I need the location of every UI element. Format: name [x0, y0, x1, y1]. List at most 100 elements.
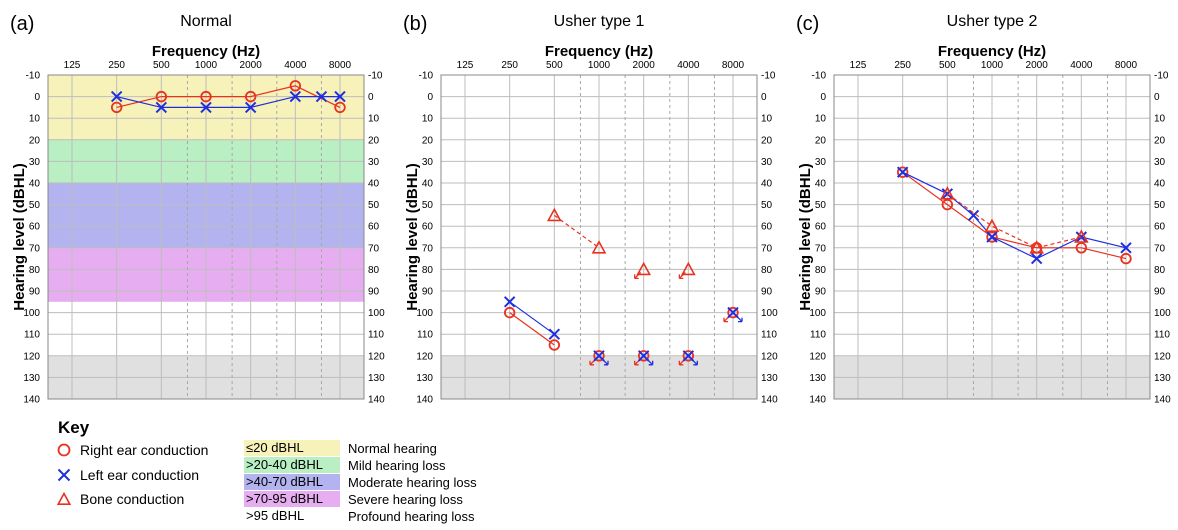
no-response-arrow [601, 358, 609, 366]
y-tick-label-left: 90 [29, 287, 41, 298]
y-tick-label-left: 10 [422, 114, 434, 125]
y-tick-label-left: 50 [422, 200, 434, 211]
y-tick-label-right: 70 [368, 243, 380, 254]
severity-range: >70-95 dBHL [244, 491, 340, 507]
y-tick-label-right: 40 [1154, 179, 1166, 190]
x-tick-label: 2000 [633, 60, 656, 71]
series-line [509, 301, 555, 335]
right-ear-marker [941, 198, 954, 211]
y-tick-label-left: 0 [820, 92, 826, 103]
severity-desc: Moderate hearing loss [348, 474, 477, 490]
severity-desc: Normal hearing [348, 440, 437, 456]
y-tick-label-right: 140 [368, 395, 385, 406]
y-tick-label-left: 10 [29, 114, 41, 125]
y-tick-label-left: 120 [416, 351, 433, 362]
severity-mild: >20-40 dBHL Mild hearing loss [244, 457, 446, 473]
y-tick-label-right: 110 [368, 330, 384, 341]
left-ear-marker [1030, 252, 1043, 265]
no-response-arrow [634, 271, 642, 280]
right-ear-marker [289, 80, 302, 92]
x-axis-label: Frequency (Hz) [938, 43, 1046, 60]
left-ear-marker [155, 101, 168, 114]
x-tick-label: 1000 [981, 60, 1004, 71]
key-right-ear: Right ear conduction [56, 442, 208, 458]
key-left-ear-label: Left ear conduction [80, 467, 200, 483]
series-line [902, 171, 1127, 260]
y-tick-label-right: 0 [368, 92, 374, 103]
y-tick-label-right: 120 [368, 351, 385, 362]
left-ear-marker [896, 166, 909, 178]
y-tick-label-right: 130 [368, 373, 385, 384]
y-tick-label-left: 130 [809, 373, 826, 384]
y-tick-label-right: 60 [761, 222, 773, 233]
bone-conduction-marker [636, 261, 652, 276]
key-left-ear: Left ear conduction [56, 467, 199, 483]
right-ear-marker [200, 90, 212, 103]
y-tick-label-left: 120 [23, 351, 40, 362]
y-tick-label-left: 130 [23, 373, 40, 384]
chart-title: Usher type 1 [554, 13, 645, 30]
y-tick-label-right: 50 [368, 200, 380, 211]
y-tick-label-left: 70 [422, 243, 434, 254]
bone-conduction-marker [1073, 229, 1089, 243]
y-tick-label-right: 110 [761, 330, 777, 341]
triangle-icon [56, 491, 72, 505]
x-tick-label: 1000 [195, 60, 218, 71]
y-tick-label-right: 30 [761, 157, 773, 168]
y-tick-label-right: 10 [761, 114, 773, 125]
x-tick-label: 4000 [1070, 60, 1093, 71]
circle-icon [57, 443, 71, 457]
y-tick-label-right: 0 [761, 92, 767, 103]
y-tick-label-right: 80 [761, 265, 773, 276]
x-tick-label: 125 [457, 60, 474, 71]
chart-title: Normal [180, 13, 232, 30]
y-tick-label-left: 60 [422, 222, 434, 233]
x-tick-label: 1000 [588, 60, 611, 71]
y-axis-label: Hearing level (dBHL) [797, 163, 814, 311]
y-tick-label-left: 80 [815, 265, 827, 276]
panel-label: (b) [403, 13, 427, 35]
y-tick-label-right: 70 [761, 243, 773, 254]
y-tick-label-right: 20 [368, 135, 380, 146]
severity-range: ≤20 dBHL [244, 440, 340, 456]
y-tick-label-right: 140 [761, 395, 778, 406]
y-tick-label-right: -10 [1154, 71, 1169, 82]
severity-desc: Severe hearing loss [348, 491, 463, 507]
bone-conduction-marker [546, 207, 562, 222]
y-tick-label-left: 60 [815, 222, 827, 233]
left-ear-marker [503, 296, 516, 308]
left-ear-marker [548, 328, 561, 340]
chart-title: Usher type 2 [947, 13, 1038, 30]
x-tick-label: 500 [546, 60, 563, 71]
severity-profound: >95 dBHL Profound hearing loss [244, 508, 474, 524]
x-tick-label: 4000 [284, 60, 307, 71]
right-ear-marker [503, 306, 516, 319]
y-tick-label-left: 10 [815, 114, 827, 125]
severity-desc: Mild hearing loss [348, 457, 446, 473]
y-tick-label-left: 0 [34, 92, 40, 103]
left-ear-marker [315, 90, 328, 103]
y-tick-label-right: 30 [1154, 157, 1166, 168]
y-tick-label-left: 100 [809, 308, 826, 319]
x-tick-label: 250 [108, 60, 125, 71]
y-tick-label-right: 40 [368, 179, 380, 190]
y-tick-label-left: 70 [29, 243, 41, 254]
bone-conduction-marker [680, 261, 696, 276]
y-axis-label: Hearing level (dBHL) [11, 163, 28, 311]
left-ear-marker [200, 101, 212, 114]
x-tick-label: 8000 [329, 60, 352, 71]
y-tick-label-left: 50 [815, 200, 827, 211]
right-ear-marker [593, 350, 605, 362]
series-line [902, 171, 1127, 260]
severity-desc: Profound hearing loss [348, 508, 475, 524]
y-tick-label-right: 70 [1154, 243, 1166, 254]
y-tick-label-left: 110 [417, 330, 433, 341]
cross-icon [57, 468, 71, 482]
y-tick-label-right: 90 [1154, 287, 1166, 298]
y-tick-label-left: 90 [815, 287, 827, 298]
series-line [509, 312, 555, 346]
left-ear-marker [986, 231, 998, 243]
y-tick-label-right: 30 [368, 157, 380, 168]
x-tick-label: 125 [64, 60, 81, 71]
audiogram-panel-1: -10 -10 0 0 10 10 20 20 30 30 40 40 50 50 60 60 70 70 80 80… [10, 13, 385, 406]
